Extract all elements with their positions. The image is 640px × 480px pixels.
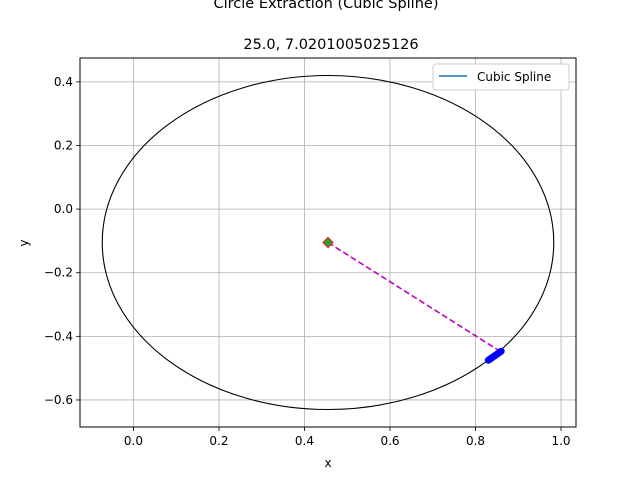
- y-tick-label: −0.6: [44, 393, 73, 407]
- center-marker: [322, 236, 334, 249]
- chart-title: Circle Extraction (Cubic Spline): [214, 0, 439, 12]
- x-axis-label: x: [324, 456, 331, 470]
- legend: Cubic Spline: [432, 63, 570, 91]
- y-axis-label: y: [17, 239, 31, 246]
- plot-frame: [79, 57, 577, 428]
- x-tick-label: 0.2: [209, 434, 228, 448]
- legend-box: [432, 63, 570, 91]
- cubic-spline-segment: [484, 347, 505, 364]
- x-tick-label: 0.6: [380, 434, 399, 448]
- y-tick-label: 0.0: [54, 202, 73, 216]
- extracted-circle: [101, 74, 555, 411]
- data-layer: [101, 74, 555, 411]
- radius-dashed-line: [327, 241, 500, 352]
- legend-label-cubic-spline: Cubic Spline: [477, 70, 551, 84]
- y-tick-label: −0.2: [44, 266, 73, 280]
- y-axis-ticks: 0.4 0.2 0.0 −0.2 −0.4 −0.6: [44, 75, 80, 407]
- y-tick-label: 0.4: [54, 75, 73, 89]
- chart-subtitle: 25.0, 7.0201005025126: [243, 37, 418, 53]
- y-tick-label: 0.2: [54, 138, 73, 152]
- y-tick-label: −0.4: [44, 329, 73, 343]
- x-axis-ticks: 0.0 0.2 0.4 0.6 0.8 1.0: [124, 427, 571, 448]
- x-tick-label: 1.0: [551, 434, 570, 448]
- x-tick-label: 0.8: [466, 434, 485, 448]
- x-tick-label: 0.4: [295, 434, 314, 448]
- x-tick-label: 0.0: [124, 434, 143, 448]
